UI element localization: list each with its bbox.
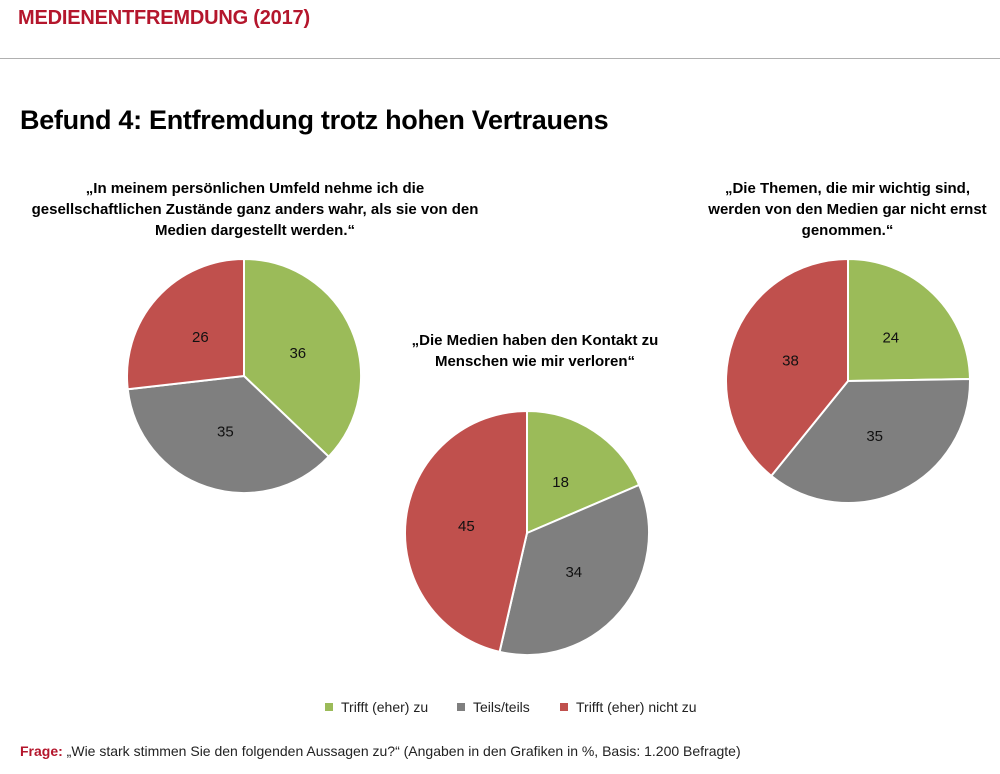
footnote-key: Frage: bbox=[20, 743, 63, 759]
pie-chart-themen: 24 35 38 bbox=[725, 257, 971, 504]
legend-swatch-red bbox=[560, 703, 568, 711]
legend-label: Teils/teils bbox=[473, 699, 530, 715]
pie-slice-trifft-zu bbox=[847, 257, 971, 383]
pie-slice-teils bbox=[769, 378, 971, 504]
header-divider bbox=[0, 58, 1000, 59]
page-heading: Befund 4: Entfremdung trotz hohen Vertra… bbox=[20, 105, 609, 135]
legend-item-teils: Teils/teils bbox=[457, 699, 530, 715]
pie-2-title: „Die Medien haben den Kontakt zu Mensche… bbox=[411, 332, 659, 370]
pie-slice-nicht-zu bbox=[126, 257, 245, 391]
legend: Trifft (eher) zu Teils/teils Trifft (ehe… bbox=[0, 699, 1000, 721]
pie-slice-nicht-zu bbox=[725, 257, 849, 478]
footnote-text: „Wie stark stimmen Sie den folgenden Aus… bbox=[62, 743, 741, 759]
pie-slice-label: 26 bbox=[192, 329, 209, 346]
pie-slice-nicht-zu bbox=[403, 409, 528, 654]
pie-slice-teils bbox=[126, 374, 331, 494]
legend-item-nicht-zu: Trifft (eher) nicht zu bbox=[560, 699, 697, 715]
footnote: Frage: „Wie stark stimmen Sie den folgen… bbox=[20, 743, 741, 759]
pie-1-title: „In meinem persönlichen Umfeld nehme ich… bbox=[31, 180, 479, 239]
legend-swatch-green bbox=[325, 703, 333, 711]
pie-3-title: „Die Themen, die mir wichtig sind, werde… bbox=[708, 180, 987, 239]
pie-chart-umfeld: 36 35 26 bbox=[126, 257, 363, 494]
pie-slice-label: 34 bbox=[565, 564, 582, 581]
legend-swatch-gray bbox=[457, 703, 465, 711]
pie-slice-trifft-zu bbox=[243, 257, 363, 459]
pie-slice-label: 45 bbox=[458, 518, 475, 535]
legend-label: Trifft (eher) nicht zu bbox=[576, 699, 697, 715]
legend-label: Trifft (eher) zu bbox=[341, 699, 429, 715]
pie-slice-label: 38 bbox=[782, 353, 799, 370]
pie-slice-label: 36 bbox=[289, 345, 306, 362]
pie-slice-label: 24 bbox=[882, 330, 899, 347]
pie-slice-label: 35 bbox=[866, 428, 883, 445]
header-title: MEDIENENTFREMDUNG (2017) bbox=[18, 7, 310, 29]
pie-slice-teils bbox=[498, 483, 650, 656]
pie-slice-label: 35 bbox=[217, 424, 234, 441]
legend-item-trifft-zu: Trifft (eher) zu bbox=[325, 699, 428, 715]
pie-slice-trifft-zu bbox=[526, 409, 641, 535]
pie-slice-label: 18 bbox=[552, 474, 569, 491]
pie-chart-kontakt: 18 34 45 bbox=[403, 409, 650, 656]
